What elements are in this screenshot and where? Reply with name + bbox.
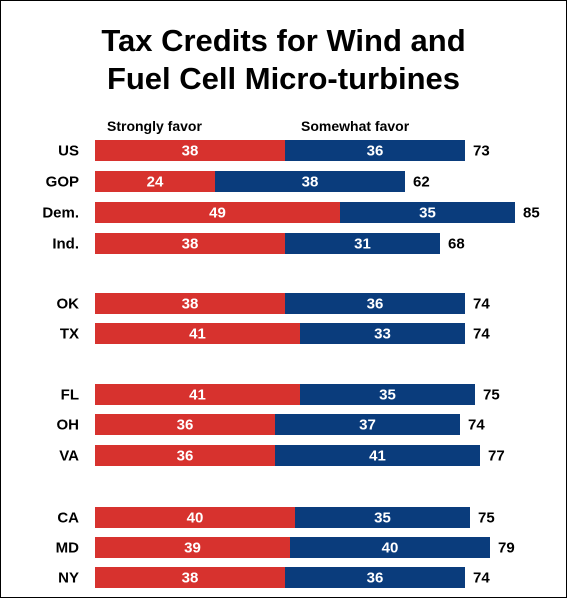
bar-somewhat-tx bbox=[300, 323, 465, 344]
bar-strongly-ind bbox=[95, 233, 285, 254]
row-label-gop: GOP bbox=[46, 174, 79, 191]
value-strongly-ny: 38 bbox=[182, 570, 199, 587]
value-strongly-gop: 24 bbox=[147, 174, 164, 191]
value-somewhat-ca: 35 bbox=[374, 510, 391, 527]
value-strongly-ca: 40 bbox=[187, 510, 204, 527]
value-strongly-us: 38 bbox=[182, 143, 199, 160]
bar-somewhat-ny bbox=[285, 567, 465, 588]
bar-strongly-oh bbox=[95, 414, 275, 435]
total-md: 79 bbox=[498, 540, 515, 557]
total-ok: 74 bbox=[473, 296, 490, 313]
value-strongly-ind: 38 bbox=[182, 236, 199, 253]
row-label-ok: OK bbox=[57, 296, 80, 313]
value-strongly-tx: 41 bbox=[189, 326, 206, 343]
bar-somewhat-ind bbox=[285, 233, 440, 254]
value-strongly-oh: 36 bbox=[177, 417, 194, 434]
bar-strongly-ny bbox=[95, 567, 285, 588]
chart-title: Tax Credits for Wind and Fuel Cell Micro… bbox=[0, 22, 567, 98]
row-label-ny: NY bbox=[58, 570, 79, 587]
row-label-tx: TX bbox=[60, 326, 79, 343]
bar-rows: US 38 36 73 GOP 24 38 62 Dem. 49 35 85 Ind. 38 31 68 OK 3… bbox=[42, 140, 540, 588]
value-strongly-md: 39 bbox=[184, 540, 201, 557]
value-strongly-va: 36 bbox=[177, 448, 194, 465]
value-strongly-ok: 38 bbox=[182, 296, 199, 313]
bar-strongly-fl bbox=[95, 384, 300, 405]
value-somewhat-dem: 35 bbox=[419, 205, 436, 222]
bar-strongly-dem bbox=[95, 202, 340, 223]
total-ca: 75 bbox=[478, 510, 495, 527]
total-ny: 74 bbox=[473, 570, 490, 587]
row-label-oh: OH bbox=[57, 417, 80, 434]
bar-strongly-us bbox=[95, 140, 285, 161]
bar-strongly-ok bbox=[95, 293, 285, 314]
total-tx: 74 bbox=[473, 326, 490, 343]
value-somewhat-fl: 35 bbox=[379, 387, 396, 404]
value-somewhat-ny: 36 bbox=[367, 570, 384, 587]
row-label-ind: Ind. bbox=[52, 236, 79, 253]
total-gop: 62 bbox=[413, 174, 430, 191]
legend-strongly-favor: Strongly favor bbox=[107, 118, 202, 134]
chart-title-line-2: Fuel Cell Micro-turbines bbox=[106, 61, 461, 96]
bar-strongly-md bbox=[95, 537, 290, 558]
value-strongly-dem: 49 bbox=[209, 205, 226, 222]
row-label-dem: Dem. bbox=[42, 205, 79, 222]
total-ind: 68 bbox=[448, 236, 465, 253]
total-fl: 75 bbox=[483, 387, 500, 404]
value-somewhat-gop: 38 bbox=[302, 174, 319, 191]
bar-somewhat-ca bbox=[295, 507, 470, 528]
bar-somewhat-va bbox=[275, 445, 480, 466]
bar-strongly-ca bbox=[95, 507, 295, 528]
row-label-ca: CA bbox=[57, 510, 79, 527]
legend-somewhat-favor: Somewhat favor bbox=[301, 118, 410, 134]
total-us: 73 bbox=[473, 143, 490, 160]
total-oh: 74 bbox=[468, 417, 485, 434]
chart-title-line-1: Tax Credits for Wind and bbox=[101, 23, 466, 58]
bar-somewhat-dem bbox=[340, 202, 515, 223]
value-somewhat-ind: 31 bbox=[354, 236, 371, 253]
total-dem: 85 bbox=[523, 205, 540, 222]
value-somewhat-md: 40 bbox=[382, 540, 399, 557]
bar-somewhat-ok bbox=[285, 293, 465, 314]
bar-strongly-gop bbox=[95, 171, 215, 192]
row-label-md: MD bbox=[56, 540, 79, 557]
value-somewhat-va: 41 bbox=[369, 448, 386, 465]
bar-strongly-tx bbox=[95, 323, 300, 344]
bar-somewhat-gop bbox=[215, 171, 405, 192]
row-label-us: US bbox=[58, 143, 79, 160]
value-somewhat-oh: 37 bbox=[359, 417, 376, 434]
bar-somewhat-oh bbox=[275, 414, 460, 435]
value-strongly-fl: 41 bbox=[189, 387, 206, 404]
bar-somewhat-fl bbox=[300, 384, 475, 405]
value-somewhat-us: 36 bbox=[367, 143, 384, 160]
total-va: 77 bbox=[488, 448, 505, 465]
value-somewhat-ok: 36 bbox=[367, 296, 384, 313]
value-somewhat-tx: 33 bbox=[374, 326, 391, 343]
bar-somewhat-us bbox=[285, 140, 465, 161]
bar-somewhat-md bbox=[290, 537, 490, 558]
bar-strongly-va bbox=[95, 445, 275, 466]
row-label-fl: FL bbox=[61, 387, 79, 404]
row-label-va: VA bbox=[59, 448, 79, 465]
